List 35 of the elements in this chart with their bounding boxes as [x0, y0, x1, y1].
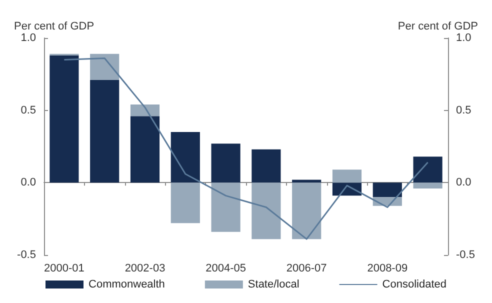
legend-label: State/local — [248, 278, 300, 290]
y-tick-label: 0.0 — [20, 176, 36, 189]
bar — [170, 132, 200, 183]
x-tick-label: 2008-09 — [367, 262, 408, 274]
x-tick-label: 2006-07 — [286, 262, 327, 274]
x-tick-label: 2004-05 — [206, 262, 246, 274]
x-tick-label: 2002-03 — [124, 262, 166, 274]
y2-tick-label: 0.5 — [456, 104, 472, 116]
y-axis-title: Per cent of GDP — [14, 20, 94, 32]
y-tick-label: 0.5 — [20, 104, 36, 116]
y2-axis-title: Per cent of GDP — [398, 20, 478, 32]
bar — [90, 54, 120, 80]
bar — [252, 149, 281, 183]
x-tick-label: 2000-01 — [44, 262, 84, 274]
bar — [413, 156, 442, 183]
bar — [130, 116, 160, 183]
bar — [292, 182, 322, 240]
y-tick-label: 1.0 — [20, 32, 36, 44]
bar — [90, 80, 120, 183]
bar — [211, 144, 240, 183]
legend-label: Commonwealth — [88, 278, 165, 290]
y-tick-label: -0.5 — [17, 249, 36, 261]
bar — [413, 182, 442, 188]
bar — [332, 170, 362, 183]
legend-label: Consolidated — [382, 278, 447, 290]
y2-tick-label: 1.0 — [456, 32, 472, 44]
bar — [50, 55, 79, 183]
bar — [252, 182, 281, 240]
bar — [170, 182, 200, 224]
y2-tick-label: 0.0 — [456, 176, 472, 189]
bar — [372, 182, 402, 198]
bar — [211, 182, 240, 232]
y2-tick-label: -0.5 — [456, 249, 475, 261]
line-series — [63, 58, 429, 240]
bar — [130, 104, 160, 116]
